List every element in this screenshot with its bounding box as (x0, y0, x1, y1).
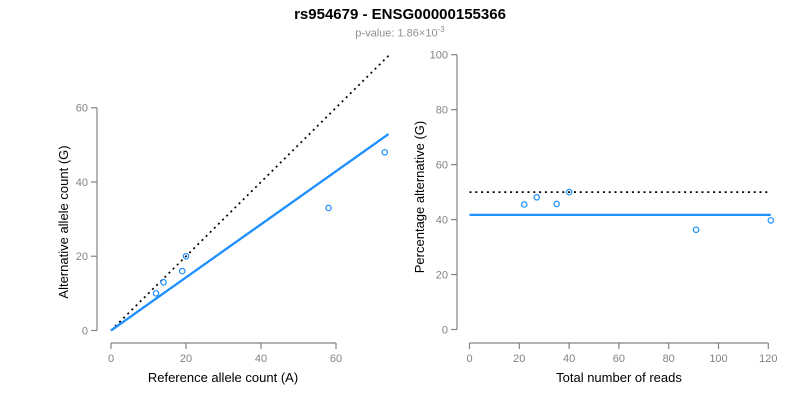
pvalue-text: p-value: 1.86×10 (355, 27, 438, 40)
x-tick-label: 20 (513, 353, 525, 365)
fit-line (110, 133, 390, 332)
data-point (520, 201, 528, 208)
y-tick-label: 0 (82, 326, 88, 338)
right-yaxis-title: Percentage alternative (G) (412, 121, 427, 273)
data-point (182, 252, 190, 260)
x-tick-label: 0 (108, 353, 114, 365)
pvalue-exponent: -3 (437, 25, 445, 34)
y-tick-label: 0 (442, 325, 448, 337)
data-point (152, 290, 160, 297)
y-tick-label: 40 (76, 177, 88, 189)
x-tick-label: 100 (709, 353, 727, 365)
x-tick-label: 80 (663, 353, 675, 365)
x-tick-label: 20 (180, 353, 192, 365)
y-tick-label: 60 (76, 103, 88, 115)
data-point (178, 267, 186, 275)
y-tick-label: 20 (436, 270, 448, 282)
y-tick-label: 20 (76, 251, 88, 263)
data-point (692, 226, 700, 234)
data-point (381, 148, 389, 156)
right-scatter-plot: 0 20 40 60 80 100 0 20 40 60 80 100 120 (430, 50, 778, 365)
data-point (565, 188, 573, 196)
x-tick-label: 120 (759, 353, 777, 365)
x-tick-label: 60 (613, 353, 625, 365)
y-tick-label: 80 (436, 105, 448, 117)
x-tick-label: 40 (255, 353, 267, 365)
data-point (533, 194, 541, 201)
data-point (325, 204, 332, 212)
x-tick-label: 60 (330, 353, 342, 365)
data-point (553, 200, 560, 208)
left-yaxis-title: Alternative allele count (G) (56, 145, 71, 298)
right-xaxis-title: Total number of reads (556, 370, 682, 385)
left-xaxis-title: Reference allele count (A) (148, 370, 298, 385)
figure-title: rs954679 - ENSG00000155366 (294, 6, 506, 23)
data-point (767, 217, 775, 224)
y-tick-label: 40 (436, 215, 448, 227)
y-tick-label: 60 (436, 160, 448, 172)
x-tick-label: 40 (563, 353, 575, 365)
data-point (160, 278, 167, 286)
x-tick-label: 0 (466, 353, 472, 365)
figure-subtitle: p-value: 1.86×10-3 (0, 25, 800, 40)
y-tick-label: 100 (430, 50, 448, 62)
identity-line (110, 55, 390, 332)
left-scatter-plot: 0 20 40 60 0 20 40 60 (76, 55, 390, 365)
